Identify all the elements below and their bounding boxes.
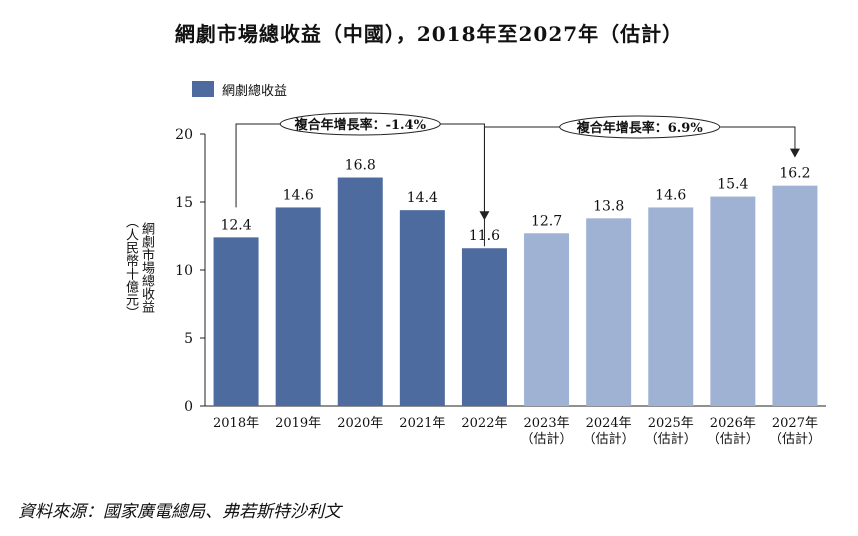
x-tick-label: （估計） (645, 431, 697, 447)
bar (586, 218, 632, 406)
y-axis-label-line2: （人民幣十億元） (123, 215, 138, 319)
bar-value-label: 13.8 (593, 198, 624, 214)
bar-value-label: 14.6 (283, 187, 314, 203)
bar (648, 207, 694, 406)
y-tick-label: 5 (184, 331, 193, 347)
bar (772, 185, 818, 406)
cagr-bracket-left (235, 123, 281, 208)
bar-value-label: 16.8 (345, 158, 376, 174)
x-tick-label: 2024年 (586, 416, 632, 431)
y-tick-label: 15 (175, 195, 193, 211)
cagr-bracket-right (440, 123, 485, 213)
cagr-bracket-right (719, 126, 796, 150)
bar (710, 196, 756, 406)
y-tick-label: 0 (184, 399, 193, 415)
y-axis-label: 網劇市場總收益 （人民幣十億元） (114, 212, 154, 322)
cagr-arrowhead (789, 148, 800, 158)
bar (275, 207, 321, 406)
source-note: 資料來源：國家廣電總局、弗若斯特沙利文 (18, 502, 341, 522)
legend: 網劇總收益 (192, 80, 288, 99)
bar (337, 177, 383, 406)
bar-value-label: 14.6 (655, 187, 686, 203)
bar (399, 210, 445, 406)
x-tick-label: 2025年 (648, 416, 694, 431)
legend-swatch (192, 81, 214, 97)
cagr-label: 複合年增長率：-1.4% (294, 117, 427, 133)
legend-label: 網劇總收益 (222, 83, 288, 99)
x-tick-label: 2023年 (524, 416, 570, 431)
bar (213, 237, 259, 406)
bar (461, 248, 507, 406)
x-tick-label: （估計） (707, 431, 759, 447)
y-tick-label: 10 (175, 263, 193, 279)
bar (524, 233, 570, 406)
bar-value-label: 14.4 (407, 190, 438, 206)
cagr-oval (559, 115, 721, 139)
bar-value-label: 16.2 (779, 166, 810, 182)
bar-value-label: 12.4 (220, 217, 251, 233)
x-tick-label: （估計） (521, 431, 573, 447)
x-tick-label: 2020年 (337, 416, 383, 431)
y-axis-label-line1: 網劇市場總收益 (139, 221, 154, 313)
y-tick-label: 20 (175, 127, 193, 143)
x-tick-label: 2019年 (275, 416, 321, 431)
cagr-oval (279, 112, 441, 136)
x-tick-label: （估計） (583, 431, 635, 447)
bar-value-label: 15.4 (717, 177, 748, 193)
cagr-label: 複合年增長率：6.9% (576, 120, 704, 136)
chart-title: 網劇市場總收益（中國），2018年至2027年（估計） (174, 22, 684, 46)
bar-value-label: 12.7 (531, 213, 562, 229)
x-tick-label: 2027年 (772, 416, 818, 431)
x-tick-label: 2021年 (399, 416, 445, 431)
x-tick-label: （估計） (769, 431, 821, 447)
x-tick-label: 2026年 (710, 416, 756, 431)
cagr-bracket-left (483, 126, 560, 247)
x-tick-label: 2018年 (213, 416, 259, 431)
x-tick-label: 2022年 (461, 416, 507, 431)
